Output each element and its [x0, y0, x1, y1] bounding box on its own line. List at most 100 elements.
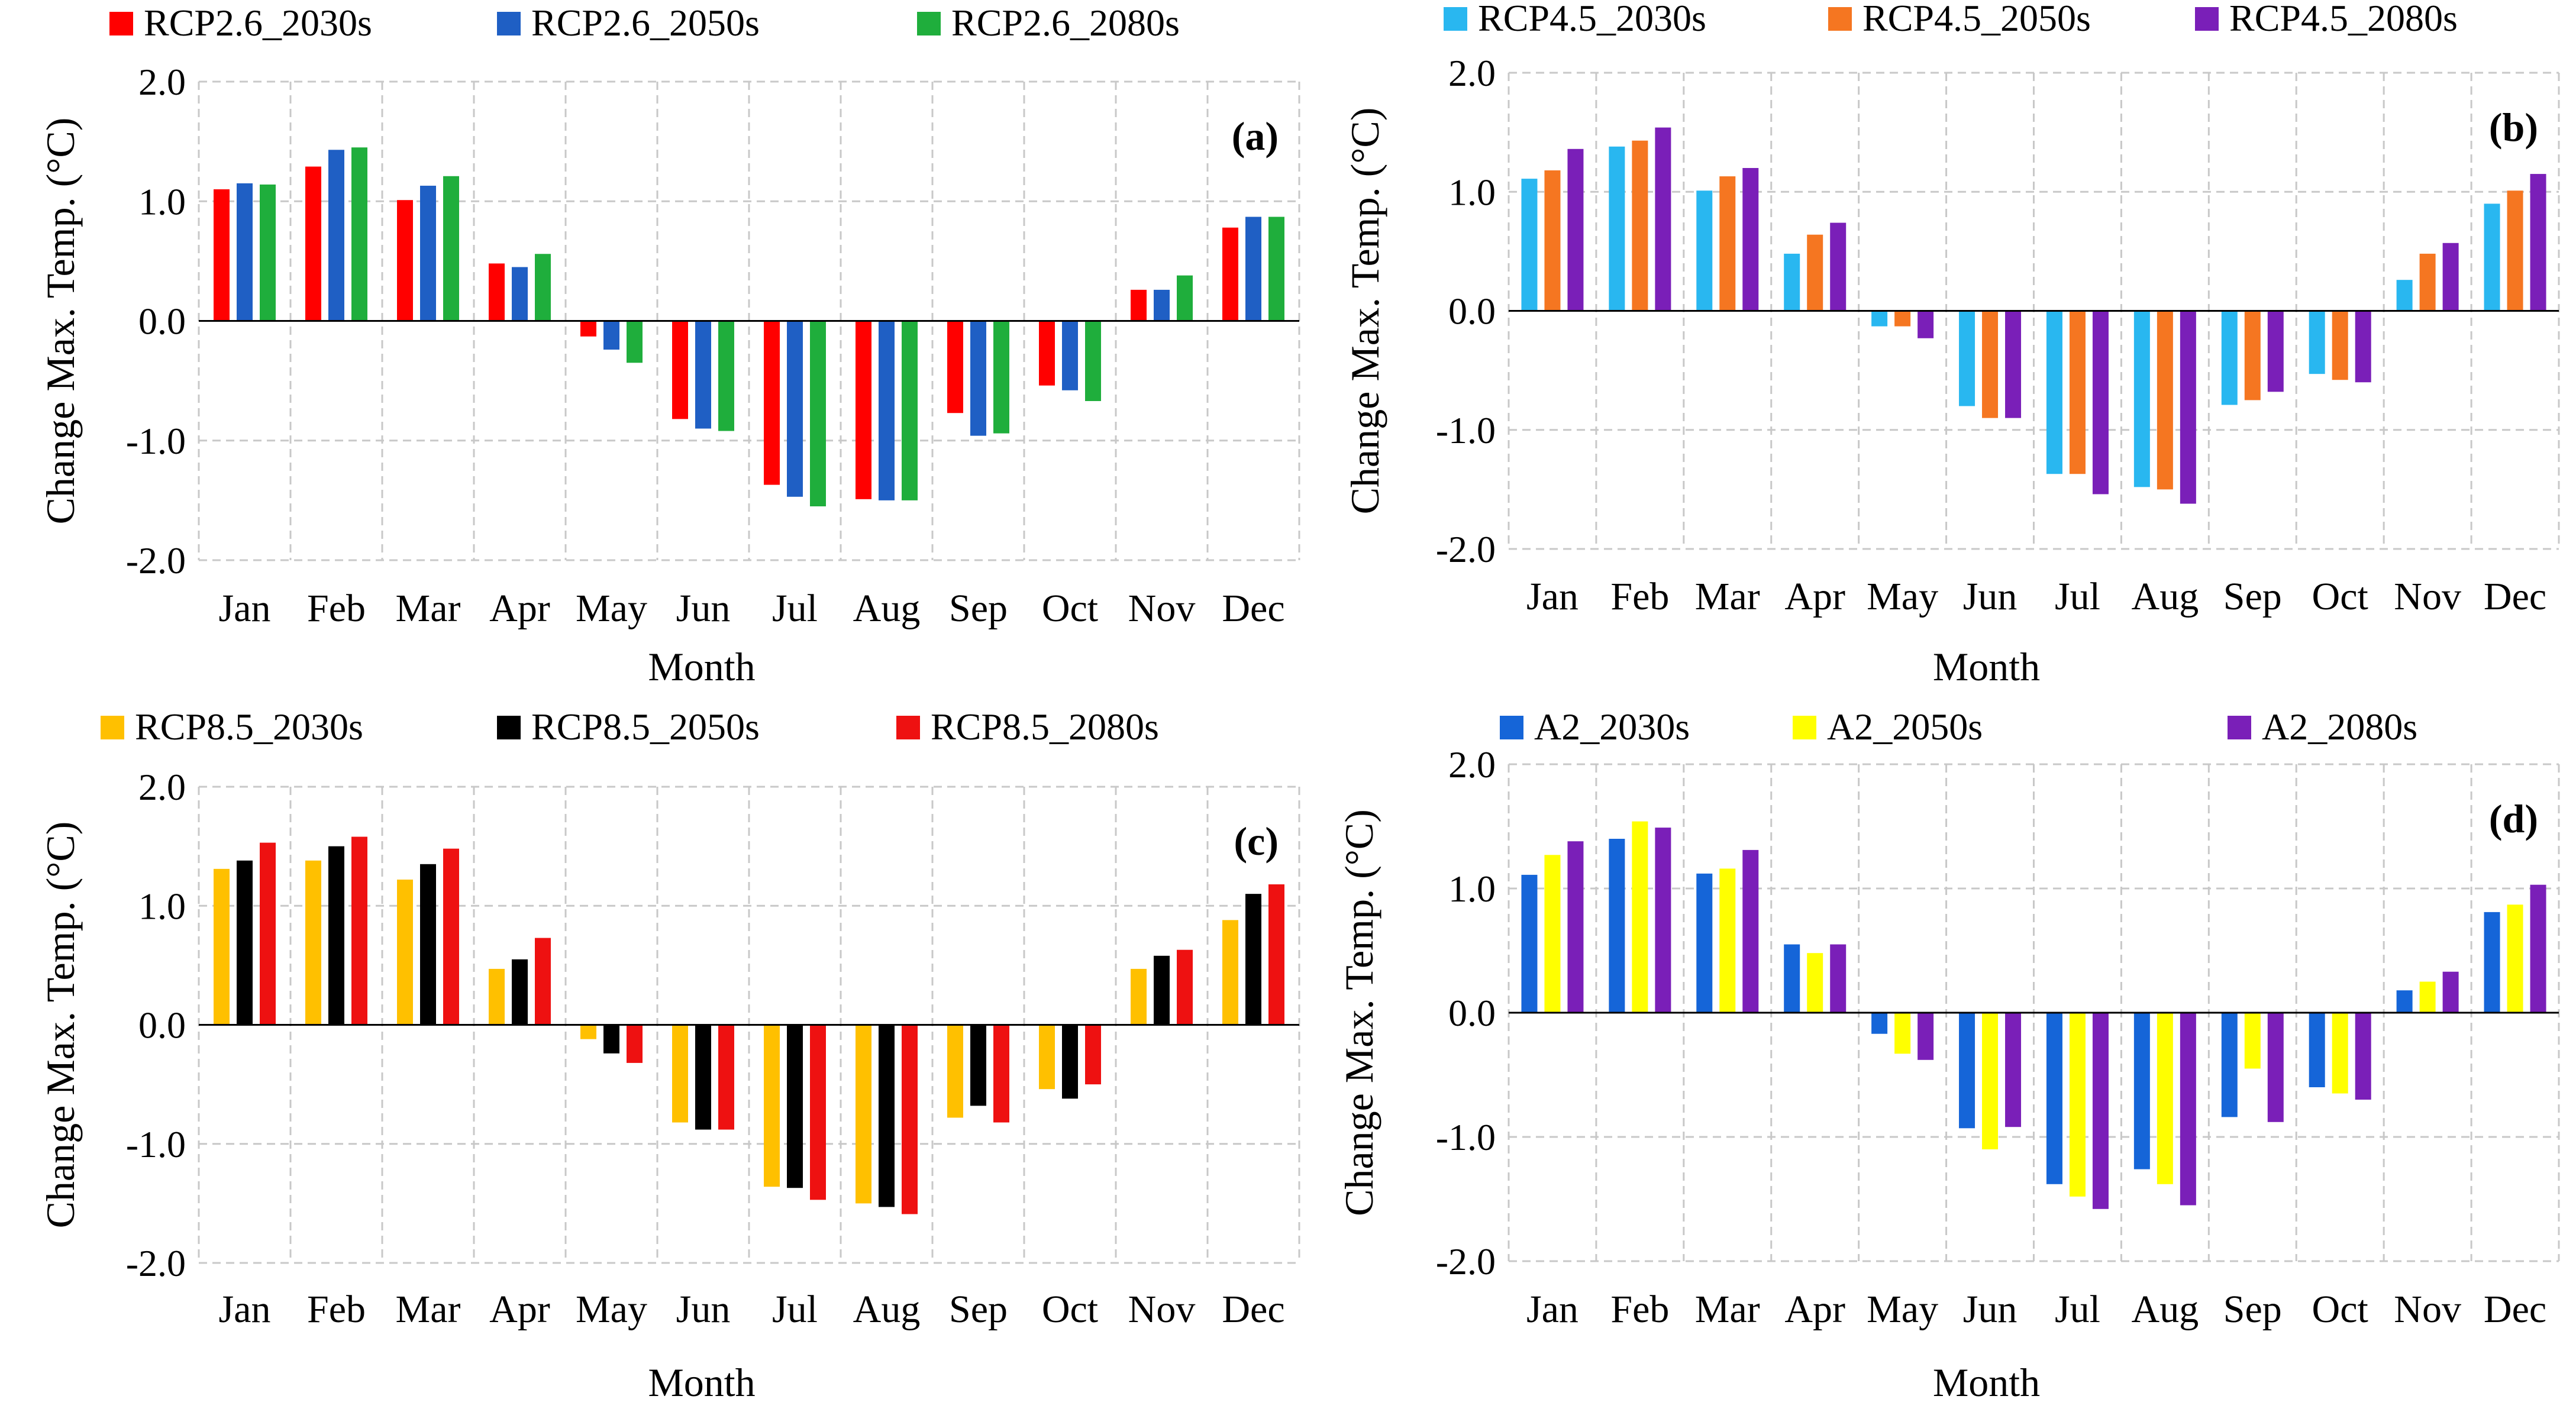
bar-RCP8.5_2080s-Jun — [718, 1025, 734, 1130]
bar-RCP2.6_2030s-Aug — [856, 321, 871, 499]
bar-RCP2.6_2030s-May — [580, 321, 596, 337]
y-tick-label: -2.0 — [126, 1242, 186, 1284]
bar-A2_2080s-Jun — [2005, 1013, 2022, 1127]
x-tick-label: Mar — [396, 1288, 461, 1331]
bar-RCP2.6_2030s-Nov — [1131, 289, 1147, 321]
bar-RCP4.5_2050s-Jul — [2069, 311, 2086, 474]
y-tick-label: 1.0 — [1448, 868, 1496, 910]
legend-label: A2_2050s — [1827, 706, 1983, 748]
y-tick-label: 1.0 — [138, 885, 186, 927]
bar-A2_2030s-Jul — [2046, 1013, 2062, 1184]
bar-RCP4.5_2050s-Jun — [1982, 311, 1999, 418]
bar-RCP2.6_2080s-Aug — [902, 321, 918, 500]
bar-RCP8.5_2050s-Sep — [970, 1025, 986, 1106]
bar-RCP2.6_2030s-Dec — [1222, 227, 1238, 321]
bar-A2_2030s-Apr — [1784, 944, 1800, 1013]
bar-RCP2.6_2030s-Sep — [947, 321, 963, 413]
x-tick-label: Aug — [853, 587, 921, 630]
bar-RCP8.5_2050s-Nov — [1154, 955, 1170, 1025]
x-tick-label: May — [576, 587, 647, 630]
bar-RCP4.5_2050s-May — [1894, 311, 1911, 327]
bar-RCP2.6_2050s-Aug — [879, 321, 895, 500]
bar-A2_2080s-Nov — [2442, 971, 2459, 1013]
bar-RCP2.6_2080s-Nov — [1177, 275, 1193, 321]
x-tick-label: Aug — [2132, 575, 2199, 618]
bar-RCP4.5_2030s-Mar — [1696, 190, 1713, 311]
legend-swatch — [101, 716, 124, 739]
bar-RCP8.5_2050s-Jun — [695, 1025, 711, 1130]
bar-RCP2.6_2080s-May — [627, 321, 643, 363]
x-axis-title: Month — [1933, 644, 2040, 689]
x-tick-label: May — [576, 1288, 647, 1331]
legend-swatch — [896, 716, 920, 739]
legend: RCP8.5_2030s RCP8.5_2050s RCP8.5_2080s — [101, 706, 1159, 748]
bar-RCP8.5_2030s-Jan — [214, 868, 230, 1025]
bar-RCP8.5_2050s-Jul — [787, 1025, 803, 1188]
bar-RCP2.6_2030s-Jun — [672, 321, 688, 419]
chart-panel-4: 2.0 1.0 0.0 -1.0 -2.0 Jan Feb Mar Apr May Jun Jul Au… — [1337, 706, 2560, 1405]
bar-A2_2050s-Feb — [1632, 821, 1648, 1013]
bar-A2_2030s-Sep — [2221, 1013, 2238, 1117]
bar-RCP8.5_2080s-Nov — [1177, 949, 1193, 1025]
bar-RCP2.6_2030s-Oct — [1039, 321, 1055, 386]
y-tick-label: 1.0 — [1448, 171, 1496, 213]
panel-label: (c) — [1234, 819, 1279, 864]
x-tick-label: Dec — [1222, 587, 1284, 630]
panel-label: (a) — [1232, 114, 1279, 159]
x-tick-label: Feb — [1610, 1288, 1669, 1331]
y-tick-label: -1.0 — [126, 1123, 186, 1165]
x-axis-title: Month — [1933, 1360, 2040, 1405]
y-axis-title: Change Max. Temp. (°C) — [38, 118, 83, 525]
legend-label: RCP4.5_2030s — [1478, 0, 1706, 39]
bar-RCP2.6_2050s-Sep — [970, 321, 986, 436]
bar-A2_2050s-Oct — [2332, 1013, 2348, 1094]
x-tick-label: Oct — [2312, 575, 2368, 618]
bar-RCP8.5_2050s-Mar — [420, 864, 436, 1025]
x-tick-label: Feb — [307, 1288, 366, 1331]
bar-RCP8.5_2050s-Aug — [879, 1025, 895, 1207]
legend-label: RCP8.5_2030s — [135, 706, 363, 748]
bar-A2_2080s-Feb — [1655, 828, 1671, 1013]
legend-label: RCP2.6_2080s — [951, 2, 1180, 44]
x-tick-label: Mar — [396, 587, 461, 630]
bar-RCP8.5_2030s-Jul — [764, 1025, 780, 1187]
bar-RCP4.5_2080s-Mar — [1742, 168, 1759, 311]
bar-RCP4.5_2080s-Jul — [2092, 311, 2109, 495]
legend: RCP4.5_2030s RCP4.5_2050s RCP4.5_2080s — [1444, 0, 2458, 39]
bar-RCP4.5_2050s-Dec — [2507, 190, 2523, 311]
bar-RCP4.5_2030s-Feb — [1609, 146, 1625, 311]
y-tick-label: 0.0 — [1448, 290, 1496, 332]
bar-A2_2050s-May — [1894, 1013, 1911, 1054]
x-tick-label: Sep — [949, 587, 1008, 630]
legend-swatch — [2195, 7, 2219, 31]
bar-RCP2.6_2030s-Jul — [764, 321, 780, 485]
x-tick-label: Dec — [1222, 1288, 1284, 1331]
bar-RCP2.6_2080s-Dec — [1268, 217, 1284, 321]
bar-A2_2050s-Jan — [1544, 855, 1561, 1013]
bar-RCP2.6_2080s-Jan — [260, 184, 276, 321]
bar-RCP2.6_2050s-May — [603, 321, 619, 350]
bar-A2_2080s-Dec — [2530, 884, 2546, 1013]
x-tick-label: Aug — [853, 1288, 921, 1331]
x-tick-label: Nov — [2394, 1288, 2461, 1331]
bar-RCP8.5_2050s-Jan — [237, 860, 253, 1025]
bar-RCP8.5_2030s-Sep — [947, 1025, 963, 1118]
bar-RCP2.6_2050s-Jun — [695, 321, 711, 429]
x-tick-label: Jul — [772, 587, 818, 630]
legend-label: RCP8.5_2080s — [931, 706, 1159, 748]
x-tick-label: Apr — [1784, 575, 1845, 618]
bar-RCP8.5_2080s-Jan — [260, 842, 276, 1025]
chart-panel-2: 2.0 1.0 0.0 -1.0 -2.0 Jan Feb Mar Apr May Jun Jul Au… — [1342, 0, 2560, 689]
y-tick-label: 2.0 — [138, 766, 186, 808]
bar-RCP8.5_2080s-Mar — [443, 848, 459, 1025]
x-tick-label: Oct — [2312, 1288, 2368, 1331]
legend-label: RCP2.6_2050s — [531, 2, 760, 44]
legend-label: A2_2080s — [2262, 706, 2417, 748]
x-tick-label: Sep — [949, 1288, 1008, 1331]
x-tick-label: Feb — [1610, 575, 1669, 618]
bar-A2_2030s-Aug — [2133, 1013, 2150, 1169]
bar-RCP2.6_2050s-Jan — [237, 183, 253, 321]
bar-RCP8.5_2080s-Dec — [1268, 884, 1284, 1025]
x-tick-label: Jan — [219, 1288, 271, 1331]
bar-RCP4.5_2030s-Jun — [1959, 311, 1975, 406]
